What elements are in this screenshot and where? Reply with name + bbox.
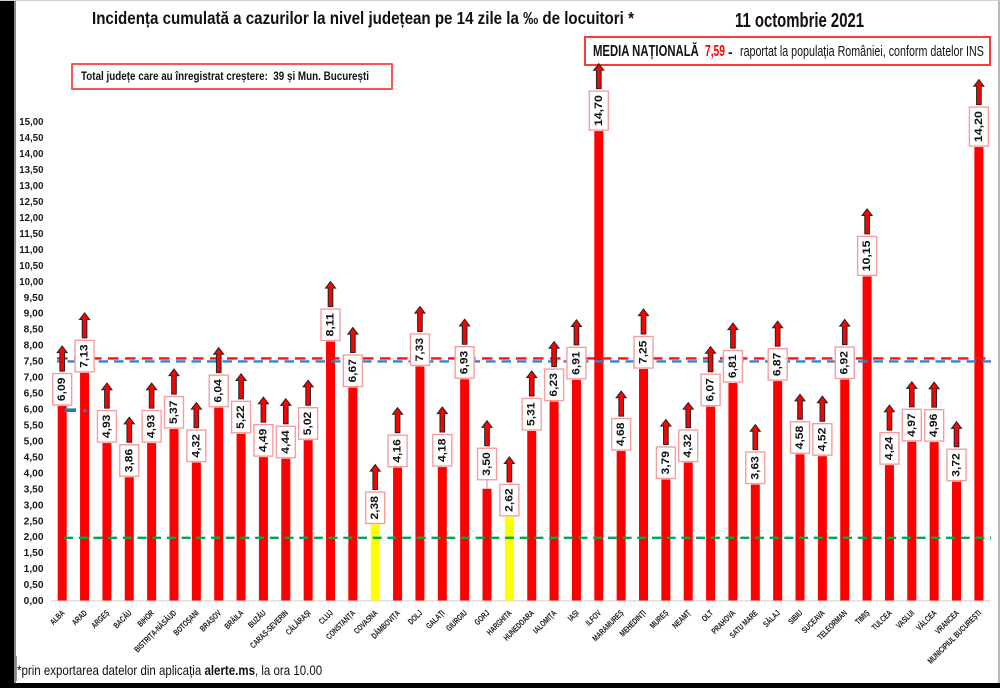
svg-text:5,50: 5,50 (24, 420, 44, 431)
svg-text:10,00: 10,00 (19, 277, 44, 288)
svg-text:4,50: 4,50 (24, 452, 44, 463)
svg-text:3,79: 3,79 (660, 451, 672, 475)
svg-text:GORJ: GORJ (472, 608, 491, 627)
svg-text:3,63: 3,63 (749, 456, 761, 480)
svg-text:12,50: 12,50 (19, 197, 44, 208)
svg-text:4,32: 4,32 (190, 434, 202, 458)
svg-text:14,70: 14,70 (593, 95, 605, 126)
svg-text:8,00: 8,00 (24, 341, 44, 352)
svg-text:7,13: 7,13 (79, 344, 91, 368)
svg-text:TIMIȘ: TIMIȘ (853, 608, 872, 627)
svg-text:6,07: 6,07 (705, 378, 717, 402)
svg-text:4,52: 4,52 (816, 428, 828, 452)
svg-text:6,50: 6,50 (24, 389, 44, 400)
svg-text:5,22: 5,22 (235, 405, 247, 429)
svg-text:10,50: 10,50 (19, 261, 44, 272)
svg-text:DOLJ: DOLJ (406, 608, 425, 627)
svg-text:1,50: 1,50 (24, 548, 44, 559)
svg-text:6,93: 6,93 (459, 351, 471, 375)
svg-text:5,37: 5,37 (168, 401, 180, 425)
svg-text:7,25: 7,25 (638, 341, 650, 365)
svg-text:12,00: 12,00 (19, 213, 44, 224)
svg-text:4,49: 4,49 (257, 429, 269, 453)
svg-text:SĂLAJ: SĂLAJ (761, 608, 782, 629)
svg-text:7,50: 7,50 (24, 357, 44, 368)
svg-text:3,72: 3,72 (951, 453, 963, 477)
svg-text:3,86: 3,86 (123, 449, 135, 473)
svg-text:4,16: 4,16 (392, 439, 404, 463)
svg-text:6,09: 6,09 (56, 378, 68, 402)
svg-text:4,44: 4,44 (280, 429, 292, 453)
svg-text:6,67: 6,67 (347, 359, 359, 383)
svg-text:ARAD: ARAD (70, 608, 89, 627)
svg-text:6,23: 6,23 (548, 373, 560, 397)
svg-text:OLT: OLT (699, 607, 715, 623)
svg-text:4,00: 4,00 (24, 468, 44, 479)
svg-text:4,93: 4,93 (146, 415, 158, 439)
svg-text:BRAȘOV: BRAȘOV (198, 608, 224, 634)
svg-text:10,15: 10,15 (861, 240, 873, 271)
svg-text:1,00: 1,00 (24, 564, 44, 575)
svg-text:ARGEȘ: ARGEȘ (89, 608, 112, 631)
svg-text:11,50: 11,50 (19, 229, 44, 240)
svg-text:2,50: 2,50 (24, 516, 44, 527)
svg-text:CLUJ: CLUJ (317, 608, 336, 627)
svg-text:14,00: 14,00 (19, 149, 44, 160)
svg-text:5,02: 5,02 (302, 412, 314, 436)
svg-text:13,50: 13,50 (19, 165, 44, 176)
svg-text:GIURGIU: GIURGIU (444, 608, 469, 633)
svg-text:SIBIU: SIBIU (786, 608, 804, 626)
svg-text:4,97: 4,97 (906, 413, 918, 437)
svg-text:2,00: 2,00 (24, 532, 44, 543)
svg-text:MUREȘ: MUREȘ (648, 608, 671, 631)
svg-text:9,00: 9,00 (24, 309, 44, 320)
svg-text:NEAMȚ: NEAMȚ (670, 607, 693, 630)
svg-text:11,00: 11,00 (19, 245, 44, 256)
svg-text:5,00: 5,00 (24, 436, 44, 447)
svg-text:4,32: 4,32 (682, 434, 694, 458)
svg-text:0,50: 0,50 (24, 580, 44, 591)
svg-text:4,96: 4,96 (928, 414, 940, 438)
svg-text:2,62: 2,62 (503, 488, 515, 512)
svg-text:8,11: 8,11 (325, 313, 337, 337)
svg-text:ALBA: ALBA (48, 608, 67, 627)
svg-text:14,50: 14,50 (19, 133, 44, 144)
svg-text:4,93: 4,93 (101, 415, 113, 439)
svg-text:GALAȚI: GALAȚI (424, 608, 447, 631)
svg-text:4,18: 4,18 (436, 439, 448, 463)
svg-text:4,24: 4,24 (883, 436, 895, 460)
svg-text:8,50: 8,50 (24, 325, 44, 336)
svg-text:2,38: 2,38 (369, 496, 381, 520)
svg-text:6,91: 6,91 (570, 351, 582, 375)
svg-text:9,50: 9,50 (24, 293, 44, 304)
svg-text:IAȘI: IAȘI (566, 608, 581, 623)
svg-text:0,00: 0,00 (24, 596, 44, 607)
svg-text:BRĂILA: BRĂILA (222, 608, 245, 631)
svg-text:BACĂU: BACĂU (111, 608, 133, 630)
svg-text:14,20: 14,20 (973, 111, 985, 142)
svg-text:4,58: 4,58 (794, 426, 806, 450)
svg-text:6,92: 6,92 (839, 351, 851, 375)
svg-text:13,00: 13,00 (19, 181, 44, 192)
svg-text:6,00: 6,00 (24, 405, 44, 416)
svg-text:6,87: 6,87 (772, 353, 784, 377)
svg-text:CĂLĂRAȘI: CĂLĂRAȘI (283, 608, 312, 637)
svg-text:3,50: 3,50 (24, 484, 44, 495)
svg-text:7,00: 7,00 (24, 373, 44, 384)
svg-text:5,31: 5,31 (526, 402, 538, 426)
svg-text:3,00: 3,00 (24, 500, 44, 511)
svg-text:6,04: 6,04 (213, 378, 225, 402)
svg-text:TULCEA: TULCEA (869, 608, 893, 632)
svg-text:7,33: 7,33 (414, 338, 426, 362)
svg-text:6,81: 6,81 (727, 355, 739, 379)
svg-text:IALOMIȚA: IALOMIȚA (531, 608, 559, 636)
svg-text:3,50: 3,50 (481, 452, 493, 476)
svg-text:4,68: 4,68 (615, 423, 627, 447)
svg-text:15,00: 15,00 (19, 117, 44, 128)
svg-text:VASLUI: VASLUI (894, 608, 916, 630)
